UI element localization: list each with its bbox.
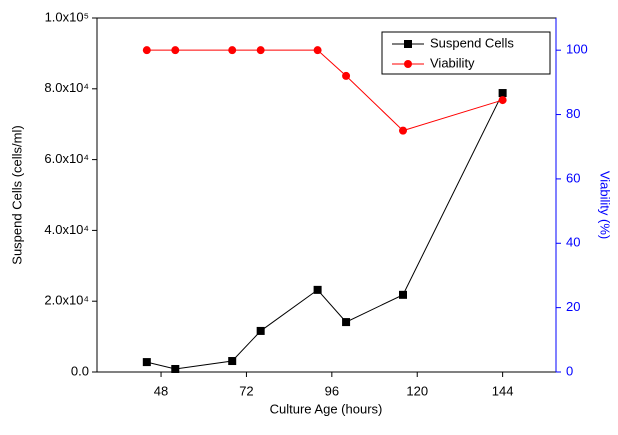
series-line bbox=[146, 92, 504, 370]
data-point bbox=[498, 89, 507, 98]
y2-axis-label: Viability (%) bbox=[598, 171, 613, 239]
y-tick-label: 8.0x10⁴ bbox=[44, 80, 89, 95]
data-point bbox=[171, 46, 180, 55]
legend-marker bbox=[404, 60, 412, 68]
x-tick-label: 120 bbox=[406, 383, 428, 398]
data-point bbox=[399, 126, 407, 135]
x-tick-label: 144 bbox=[492, 383, 514, 398]
legend-label: Suspend Cells bbox=[430, 35, 514, 50]
data-point bbox=[228, 46, 237, 55]
data-point bbox=[142, 46, 151, 55]
y2-tick-label: 80 bbox=[566, 106, 580, 121]
y-tick-label: 1.0x10⁵ bbox=[45, 9, 89, 24]
x-tick-label: 48 bbox=[154, 383, 168, 398]
y-tick-label: 0.0 bbox=[71, 363, 89, 378]
y-tick-label: 2.0x10⁴ bbox=[44, 293, 89, 308]
data-point bbox=[142, 358, 151, 367]
data-point bbox=[498, 96, 507, 105]
y2-tick-label: 20 bbox=[566, 299, 580, 314]
x-tick-label: 72 bbox=[239, 383, 253, 398]
x-tick-label: 96 bbox=[325, 383, 339, 398]
y2-tick-label: 100 bbox=[566, 42, 588, 57]
data-point bbox=[256, 326, 265, 335]
data-point bbox=[313, 285, 322, 294]
y-tick-label: 4.0x10⁴ bbox=[44, 222, 89, 237]
data-point bbox=[228, 357, 237, 366]
y2-tick-label: 60 bbox=[566, 170, 580, 185]
data-point bbox=[342, 71, 351, 80]
legend-marker bbox=[404, 40, 412, 48]
y-tick-label: 6.0x10⁴ bbox=[44, 151, 89, 166]
x-axis-label: Culture Age (hours) bbox=[270, 401, 383, 416]
y2-tick-label: 40 bbox=[566, 235, 580, 250]
series-line bbox=[146, 49, 503, 132]
data-point bbox=[313, 46, 322, 55]
data-point bbox=[256, 46, 265, 55]
y-axis-label: Suspend Cells (cells/ml) bbox=[9, 125, 24, 264]
data-point bbox=[171, 364, 180, 373]
plot-frame bbox=[96, 17, 557, 373]
legend-label: Viability bbox=[430, 55, 475, 70]
y2-tick-label: 0 bbox=[566, 363, 573, 378]
data-point bbox=[399, 290, 407, 299]
legend-box bbox=[381, 31, 551, 75]
data-point bbox=[342, 318, 351, 327]
